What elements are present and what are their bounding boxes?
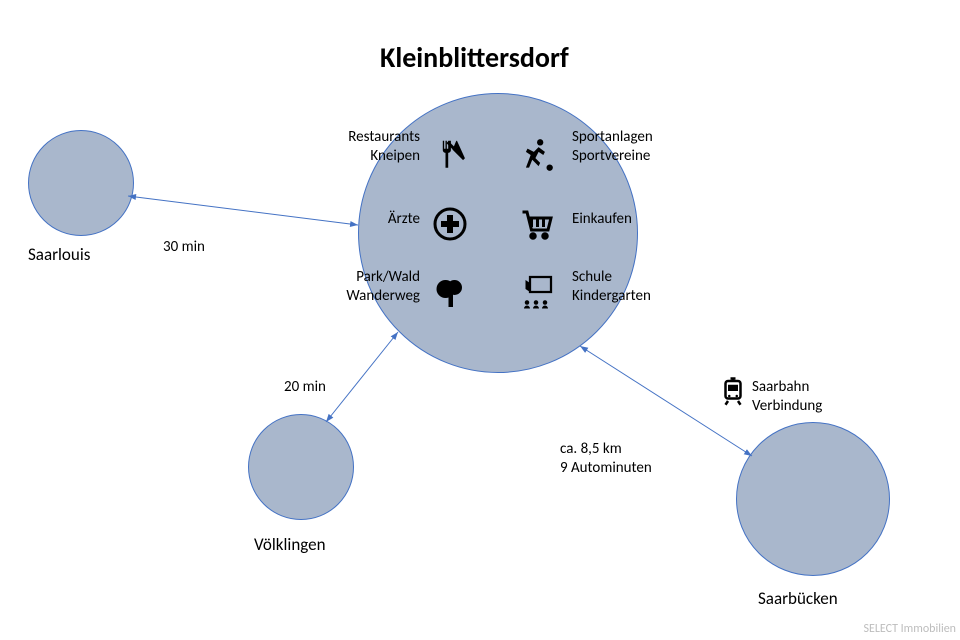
edge-label-saarbruecken: ca. 8,5 km 9 Autominuten bbox=[560, 440, 652, 478]
label-saarbruecken: Saarbücken bbox=[758, 588, 838, 609]
edge-voelklingen bbox=[326, 332, 398, 422]
node-voelklingen bbox=[248, 414, 354, 520]
page-title: Kleinblittersdorf bbox=[380, 40, 569, 75]
node-saarlouis bbox=[28, 130, 134, 236]
amenity-sport: Sportanlagen Sportvereine bbox=[572, 128, 653, 166]
sports-icon bbox=[518, 136, 556, 174]
label-saarlouis: Saarlouis bbox=[28, 244, 90, 265]
amenity-einkaufen: Einkaufen bbox=[572, 210, 632, 229]
tram-icon bbox=[718, 376, 748, 406]
school-icon bbox=[518, 274, 554, 310]
tree-icon bbox=[432, 274, 468, 310]
restaurant-icon bbox=[432, 138, 468, 174]
amenity-aerzte: Ärzte bbox=[280, 210, 420, 229]
edge-label-voelklingen: 20 min bbox=[284, 378, 326, 397]
tram-label: Saarbahn Verbindung bbox=[752, 378, 822, 416]
edge-label-saarlouis: 30 min bbox=[163, 238, 205, 257]
medical-icon bbox=[432, 206, 468, 242]
watermark: SELECT Immobilien bbox=[863, 622, 956, 636]
amenity-schule: Schule Kindergarten bbox=[572, 268, 651, 306]
node-saarbruecken bbox=[736, 422, 890, 576]
amenity-restaurants: Restaurants Kneipen bbox=[280, 128, 420, 166]
amenity-park: Park/Wald Wanderweg bbox=[280, 268, 420, 306]
cart-icon bbox=[518, 206, 554, 242]
label-voelklingen: Völklingen bbox=[254, 534, 326, 555]
